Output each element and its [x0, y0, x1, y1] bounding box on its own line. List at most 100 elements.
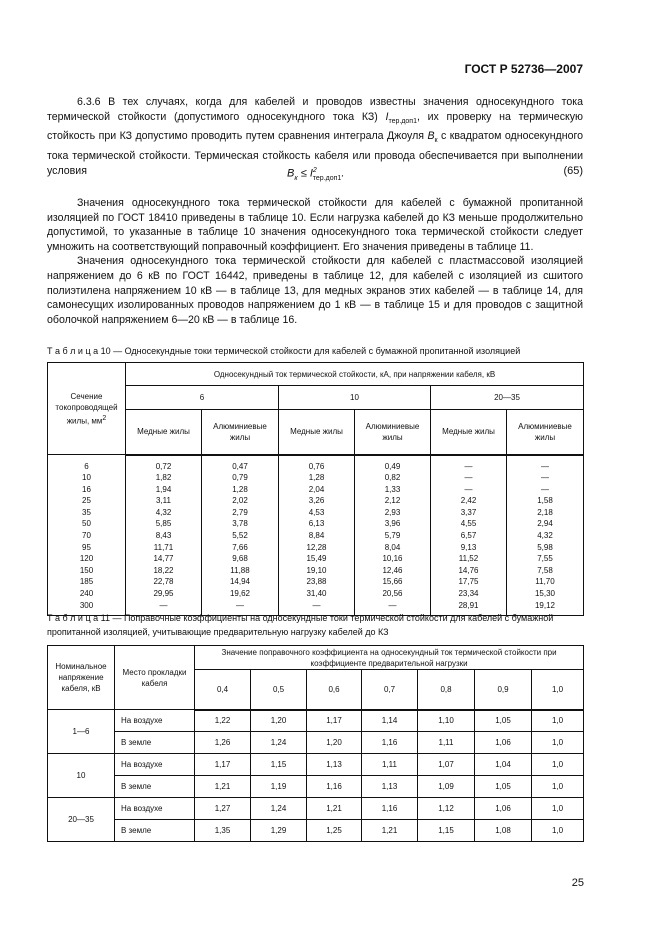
table-cell: 0,72: [125, 460, 202, 473]
table-row: В земле 1,26 1,24 1,20 1,16 1,11 1,06 1,0: [48, 731, 585, 754]
col-header-sup: 2: [102, 414, 107, 422]
formula-rhs-sub: тер.доп1: [312, 174, 342, 182]
place-cell: На воздухе: [114, 753, 195, 776]
table10-caption: Т а б л и ц а 10 — Односекундные токи те…: [47, 346, 521, 356]
voltage-header: 6: [125, 385, 279, 410]
table-cell: 11,70: [505, 576, 585, 589]
table-cell: 17,75: [430, 576, 507, 589]
group-header: Односекундный ток термической стойкости,…: [124, 362, 585, 386]
table-cell: 1,35: [194, 819, 251, 842]
table-cell: 1,11: [361, 753, 418, 776]
table-cell: 1,20: [306, 731, 362, 754]
table-row: 150 18,22 11,88 19,10 12,46 14,76 7,58: [47, 564, 585, 577]
table-cell: 3,96: [354, 518, 431, 531]
table-cell: 10,16: [354, 553, 431, 565]
table-cell: 8,04: [354, 541, 431, 554]
table-cell: 23,34: [430, 588, 507, 600]
table-row: 120 14,77 9,68 15,49 10,16 11,52 7,55: [47, 553, 585, 565]
table-cell: 1,26: [194, 731, 251, 754]
table-cell: 1,24: [250, 797, 307, 820]
table-cell: 120: [47, 553, 126, 565]
formula-end: .: [341, 167, 345, 180]
table-row: 35 4,32 2,79 4,53 2,93 3,37 2,18: [47, 506, 585, 519]
sub-header: Алюминиевые жилы: [354, 409, 431, 456]
para3: Значения односекундного тока термической…: [47, 255, 583, 326]
table-cell: 1,0: [530, 753, 585, 776]
table-cell: 1,0: [530, 709, 585, 732]
table-cell: 150: [47, 564, 126, 577]
table-cell: 1,04: [474, 753, 532, 776]
table-cell: —: [505, 483, 585, 496]
table-cell: —: [505, 472, 585, 484]
place-cell: В земле: [114, 775, 195, 798]
table-cell: 1,07: [417, 753, 475, 776]
table-row: 300— — — —28,91 19,12: [47, 599, 585, 617]
table-cell: 25: [47, 495, 126, 507]
table-cell: 1,29: [250, 819, 307, 842]
table-cell: 1,14: [361, 709, 418, 732]
table-cell: 1,13: [306, 753, 362, 776]
formula-op: ≤: [297, 167, 310, 180]
table-cell: 1,12: [417, 797, 475, 820]
table-cell: 1,06: [474, 797, 532, 820]
spacer-row: [47, 454, 585, 461]
table-cell: 1,21: [361, 819, 418, 842]
table-cell: 240: [47, 588, 126, 600]
factor-header: 0,8: [417, 669, 475, 711]
table-cell: 9,13: [430, 541, 507, 554]
voltage-header: 10: [278, 385, 431, 410]
voltage-cell: 10: [47, 753, 115, 798]
para1-text-c: с квадратом односекундного тока термичес…: [47, 130, 583, 177]
table-cell: 9,68: [201, 553, 279, 565]
table-cell: 0,76: [278, 460, 355, 473]
table-cell: 1,16: [361, 731, 418, 754]
table-cell: 3,78: [201, 518, 279, 531]
table-cell: 7,55: [505, 553, 585, 565]
table-cell: 29,95: [125, 588, 202, 600]
formula-lhs: B: [287, 167, 295, 180]
table-cell: 12,46: [354, 564, 431, 577]
place-cell: На воздухе: [114, 797, 195, 820]
table-row: 6 0,72 0,47 0,76 0,49— —: [47, 460, 585, 473]
table-cell: 2,94: [505, 518, 585, 531]
sub-header: Медные жилы: [125, 409, 202, 456]
table-cell: 1,05: [474, 775, 532, 798]
table-cell: 19,62: [201, 588, 279, 600]
table-cell: 1,27: [194, 797, 251, 820]
table-cell: 8,84: [278, 530, 355, 542]
table-cell: 1,13: [361, 775, 418, 798]
table-cell: 1,17: [194, 753, 251, 776]
place-cell: В земле: [114, 819, 195, 842]
para1-text-b: , их проверку на термическую стойкость п…: [47, 110, 583, 143]
table-row: В земле 1,21 1,19 1,16 1,13 1,09 1,05 1,0: [48, 775, 585, 798]
table-cell: 7,66: [201, 541, 279, 554]
table-cell: 1,82: [125, 472, 202, 484]
table-11: Номинальное напряжение кабеля, кВ Место п…: [47, 645, 585, 842]
symbol-sub: к: [434, 137, 438, 145]
table-cell: 1,0: [530, 819, 585, 842]
table-cell: 1,15: [417, 819, 475, 842]
table-cell: 8,43: [125, 530, 202, 542]
table-row: 16 1,94 1,28 2,04 1,33— —: [47, 483, 585, 496]
factor-header: 1,0: [530, 669, 585, 711]
sub-header: Медные жилы: [430, 409, 507, 456]
table-row: 240 29,95 19,62 31,40 20,56 23,34 15,30: [47, 588, 585, 600]
table-cell: 1,08: [474, 819, 532, 842]
table-cell: 3,37: [430, 506, 507, 519]
table-row: В земле 1,35 1,29 1,25 1,21 1,15 1,08 1,0: [48, 819, 585, 842]
table-cell: 5,79: [354, 530, 431, 542]
table-cell: 2,12: [354, 495, 431, 507]
table-cell: 1,22: [194, 709, 251, 732]
factor-header: 0,4: [194, 669, 251, 711]
table-cell: 50: [47, 518, 126, 531]
table-cell: 14,76: [430, 564, 507, 577]
table-cell: 1,05: [474, 709, 532, 732]
voltage-cell: 1—6: [47, 709, 115, 754]
table-cell: 23,88: [278, 576, 355, 589]
factor-header: 0,9: [474, 669, 532, 711]
table-cell: 19,12: [505, 599, 585, 617]
table-10: Сечение токопроводящей жилы, мм2 Односеку…: [47, 362, 585, 617]
table-cell: 7,58: [505, 564, 585, 577]
table-cell: 2,93: [354, 506, 431, 519]
